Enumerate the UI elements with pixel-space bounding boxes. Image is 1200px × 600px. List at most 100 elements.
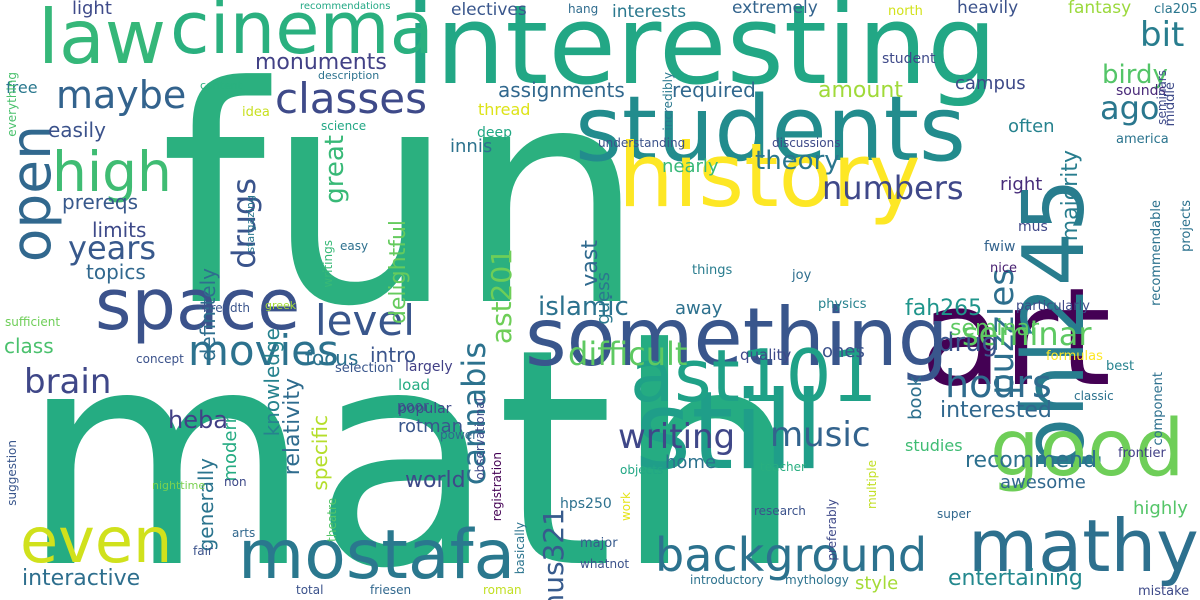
cloud-word: interests bbox=[612, 2, 687, 22]
cloud-word: often bbox=[1008, 116, 1055, 137]
cloud-word: introductory bbox=[690, 573, 764, 587]
cloud-word: major bbox=[580, 536, 618, 551]
cloud-word: projects bbox=[1179, 200, 1194, 252]
cloud-word: numbers bbox=[822, 169, 964, 207]
cloud-word: away bbox=[675, 298, 723, 319]
cloud-word: basically bbox=[513, 522, 527, 575]
cloud-word: innis bbox=[450, 136, 493, 157]
cloud-word: music bbox=[770, 415, 871, 455]
cloud-word: level bbox=[315, 296, 415, 345]
cloud-word: light bbox=[72, 0, 112, 19]
cloud-word: understanding bbox=[598, 136, 686, 150]
cloud-word: poor bbox=[397, 399, 429, 415]
cloud-word: birdy bbox=[1102, 60, 1168, 90]
cloud-word: prereqs bbox=[62, 190, 138, 214]
cloud-word: work bbox=[619, 492, 633, 522]
cloud-word: concept bbox=[136, 352, 184, 366]
cloud-word: majority bbox=[1058, 150, 1083, 242]
cloud-word: seminar bbox=[962, 315, 1092, 353]
cloud-word: hang bbox=[568, 2, 599, 16]
cloud-word: cla205 bbox=[1154, 2, 1198, 17]
cloud-word: interested bbox=[940, 398, 1052, 423]
cloud-word: multiple bbox=[865, 460, 879, 510]
cloud-word: ago bbox=[1100, 89, 1160, 127]
cloud-word: frontier bbox=[1118, 446, 1166, 461]
cloud-word: fair bbox=[193, 544, 213, 558]
cloud-word: writings bbox=[321, 240, 335, 288]
cloud-word: good bbox=[990, 404, 1185, 494]
cloud-word: mus321 bbox=[537, 508, 570, 600]
cloud-word: generally bbox=[194, 458, 218, 552]
cloud-word: things bbox=[692, 263, 733, 278]
cloud-word: quality bbox=[740, 346, 792, 364]
cloud-word: seminars bbox=[1155, 70, 1169, 125]
cloud-word: hps250 bbox=[560, 496, 612, 512]
cloud-word: bit bbox=[1140, 15, 1185, 55]
cloud-word: power bbox=[440, 428, 478, 442]
cloud-word: mistake bbox=[1138, 584, 1190, 599]
cloud-word: heavily bbox=[957, 0, 1019, 18]
cloud-word: islamic bbox=[538, 292, 629, 322]
cloud-word: interesting bbox=[405, 0, 998, 109]
cloud-word: high bbox=[52, 140, 172, 204]
cloud-word: still bbox=[635, 369, 824, 494]
cloud-word: assignments bbox=[498, 78, 625, 102]
cloud-word: required bbox=[672, 78, 756, 102]
cloud-word: registration bbox=[490, 452, 504, 522]
cloud-word: stargazing bbox=[244, 195, 257, 253]
cloud-word: research bbox=[754, 504, 806, 518]
cloud-word: content bbox=[200, 79, 243, 92]
cloud-word: heba bbox=[168, 406, 228, 434]
cloud-word: even bbox=[20, 504, 173, 577]
cloud-word: history bbox=[618, 124, 921, 227]
cloud-word: maybe bbox=[56, 73, 187, 117]
cloud-word: north bbox=[888, 4, 923, 19]
cloud-word: electives bbox=[451, 0, 527, 20]
cloud-word: brain bbox=[24, 362, 112, 402]
cloud-word: greek bbox=[265, 299, 297, 312]
cloud-word: fantasy bbox=[1068, 0, 1132, 18]
cloud-word: description bbox=[318, 69, 380, 82]
cloud-word: component bbox=[1151, 372, 1166, 446]
cloud-word: best bbox=[1106, 359, 1135, 374]
cloud-word: knowledge bbox=[260, 328, 284, 437]
cloud-word: world bbox=[405, 468, 466, 493]
cloud-word: super bbox=[937, 507, 971, 521]
cloud-word: modern bbox=[220, 412, 241, 482]
cloud-word: mostafa bbox=[238, 516, 516, 595]
cloud-word: writing bbox=[618, 417, 736, 457]
cloud-word: america bbox=[1116, 132, 1169, 147]
cloud-word: students bbox=[575, 77, 966, 182]
cloud-word: fah265 bbox=[905, 296, 983, 321]
cloud-word: easily bbox=[48, 118, 106, 142]
cloud-word: teacher bbox=[760, 460, 806, 474]
cloud-word: theory bbox=[755, 146, 840, 176]
cloud-word: student bbox=[882, 51, 936, 67]
cloud-word: space bbox=[95, 264, 301, 346]
cloud-word: popular bbox=[398, 401, 452, 417]
cloud-word: classes bbox=[275, 74, 427, 123]
cloud-word: total bbox=[296, 583, 324, 597]
cloud-word: largely bbox=[405, 359, 453, 375]
cloud-word: friesen bbox=[370, 583, 412, 597]
cloud-word: law bbox=[38, 0, 167, 81]
cloud-word: everything bbox=[5, 72, 19, 137]
cloud-word: seminar bbox=[950, 316, 1040, 341]
cloud-word: mus bbox=[1018, 219, 1048, 235]
cloud-word: home bbox=[665, 452, 717, 473]
cloud-word: load bbox=[398, 376, 431, 394]
cloud-word: hours bbox=[945, 362, 1052, 406]
cloud-word: nighttime bbox=[152, 479, 206, 492]
cloud-word: physics bbox=[818, 297, 867, 312]
cloud-word: particularly bbox=[1016, 299, 1090, 314]
cloud-word: thread bbox=[478, 100, 531, 119]
cloud-word: non bbox=[224, 475, 247, 489]
cloud-word: sounds bbox=[1116, 83, 1166, 99]
cloud-word: studies bbox=[905, 436, 963, 455]
cloud-word: interactive bbox=[22, 566, 141, 591]
cloud-word: theatre bbox=[325, 498, 339, 542]
cloud-word: intro bbox=[370, 343, 417, 367]
cloud-word: years bbox=[68, 229, 157, 267]
cloud-word: monuments bbox=[255, 50, 387, 75]
cloud-word: cinema bbox=[170, 0, 434, 70]
